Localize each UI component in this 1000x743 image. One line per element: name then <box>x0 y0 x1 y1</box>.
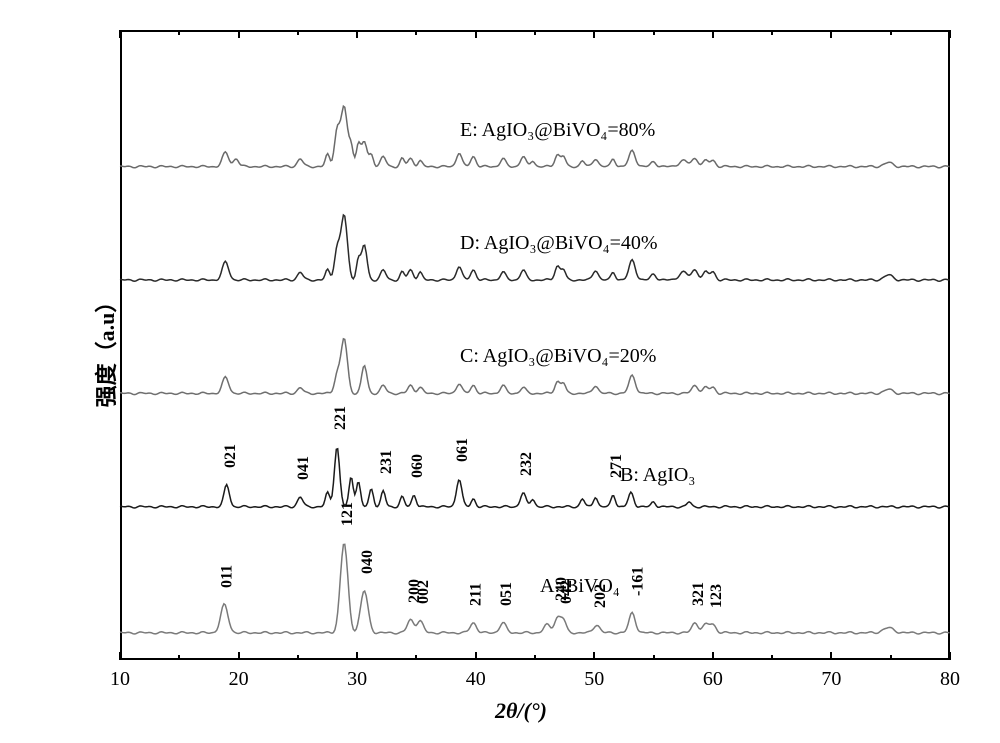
series-label-E: E: AgIO₃@BiVO₄=80% <box>460 119 655 142</box>
xrd-trace-E <box>0 0 1000 743</box>
xrd-figure: 强度（a.u） 2θ/(°) 1020304050607080A: BiVO₄0… <box>0 0 1000 743</box>
